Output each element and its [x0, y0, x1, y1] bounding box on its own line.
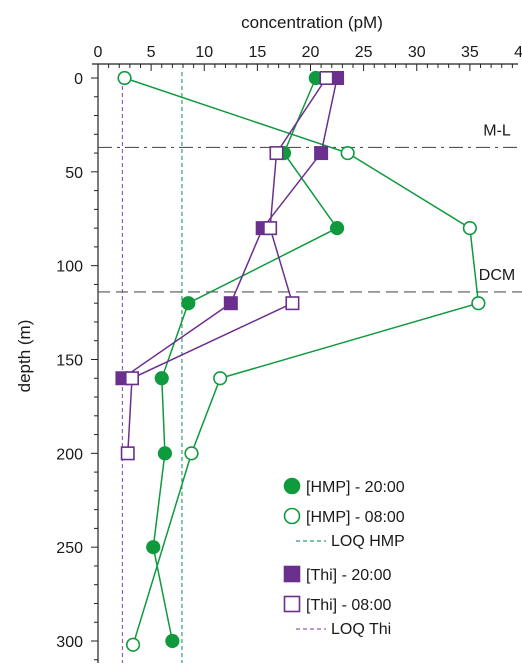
data-point: [329, 221, 345, 236]
x-tick-label: 40: [514, 44, 522, 61]
y-tick-label: 250: [56, 540, 83, 557]
x-tick-label: 10: [195, 44, 213, 61]
y-tick-label: 300: [56, 634, 83, 651]
legend-item: [Thi] - 20:00: [283, 565, 391, 584]
legend-swatch: [283, 477, 301, 495]
reference-lines: M-L DCM: [98, 72, 522, 663]
y-tick-label: 0: [74, 71, 83, 88]
legend-label: [HMP] - 20:00: [306, 479, 405, 496]
data-point: [157, 446, 173, 461]
series-line: [152, 77, 339, 642]
data-point: [154, 371, 169, 386]
x-tick-label: 20: [302, 44, 320, 61]
data-point: [120, 446, 135, 461]
x-axis-label: concentration (pM): [241, 13, 383, 32]
data-series: [115, 70, 486, 652]
data-point: [213, 371, 228, 386]
x-tick-label: 35: [461, 44, 479, 61]
data-point: [223, 296, 238, 311]
axes: 0 5 10 15 20 25 30 35 40 0 50 100 150 200 250 300: [56, 44, 522, 663]
x-tick-label: 0: [94, 44, 103, 61]
series-line: [124, 77, 480, 646]
data-point: [269, 146, 284, 161]
series-line: [127, 77, 328, 454]
y-tick-label: 50: [65, 165, 83, 182]
y-tick-label: 200: [56, 446, 83, 463]
data-point: [184, 446, 199, 461]
data-point: [125, 371, 140, 386]
legend-label: LOQ Thi: [331, 621, 391, 638]
data-point: [285, 296, 300, 311]
data-point: [181, 296, 196, 311]
legend-swatch: [283, 507, 301, 525]
legend-item: LOQ HMP: [296, 533, 405, 550]
x-tick-label: 15: [248, 44, 266, 61]
legend-item: [HMP] - 20:00: [283, 477, 405, 496]
data-point: [462, 221, 477, 236]
x-tick-label: 30: [408, 44, 426, 61]
legend-swatch: [283, 595, 301, 613]
data-point: [165, 633, 180, 649]
y-tick-label: 150: [56, 353, 83, 370]
data-point: [319, 71, 334, 86]
x-tick-label: 5: [147, 44, 156, 61]
legend-label: LOQ HMP: [331, 533, 405, 550]
legend-label: [Thi] - 20:00: [306, 567, 391, 584]
x-tick-label: 25: [355, 44, 373, 61]
dcm-label: DCM: [479, 267, 515, 284]
legend: [HMP] - 20:00 [HMP] - 08:00 LOQ HMP [Thi] -…: [283, 477, 405, 638]
legend-label: [Thi] - 08:00: [306, 597, 391, 614]
data-point: [471, 296, 486, 311]
data-point: [263, 221, 278, 236]
legend-label: [HMP] - 08:00: [306, 509, 405, 526]
data-point: [125, 637, 141, 652]
legend-swatch: [283, 565, 301, 583]
legend-item: LOQ Thi: [296, 621, 391, 638]
legend-item: [HMP] - 08:00: [283, 507, 405, 526]
data-point: [314, 146, 329, 161]
data-point: [340, 145, 355, 161]
mixed-layer-label: M-L: [483, 122, 511, 139]
y-tick-label: 100: [56, 259, 83, 276]
legend-item: [Thi] - 08:00: [283, 595, 391, 614]
data-point: [117, 70, 132, 86]
y-axis-label: depth (m): [15, 320, 34, 393]
data-point: [146, 540, 161, 555]
